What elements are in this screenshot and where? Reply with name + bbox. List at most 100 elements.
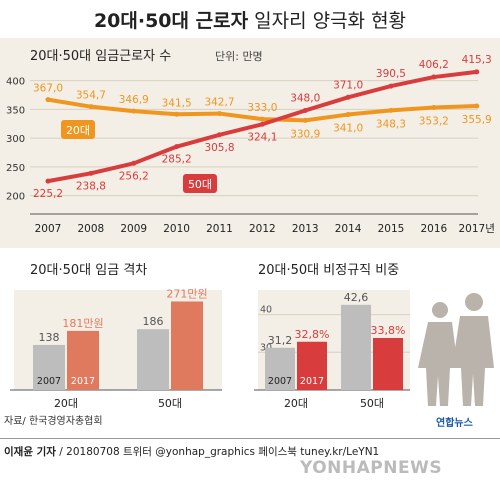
data-point	[259, 116, 265, 122]
x-tick-label: 2010	[163, 223, 190, 235]
line-chart-background	[0, 38, 500, 248]
category-label: 20대	[284, 397, 308, 408]
bar-2007	[265, 347, 295, 390]
y-tick-label: 400	[6, 77, 25, 88]
x-tick-label: 2009	[120, 223, 147, 235]
source-note: 자료/ 한국경영자총협회	[4, 416, 103, 427]
data-point	[431, 74, 437, 80]
line-chart-unit: 단위: 만명	[215, 50, 263, 63]
data-point	[474, 103, 480, 109]
data-label: 355,9	[462, 114, 492, 126]
data-label: 354,7	[76, 90, 106, 102]
y-tick-label: 250	[6, 163, 25, 174]
watermark: YONHAPNEWS	[300, 458, 443, 478]
x-tick-label: 2015	[378, 223, 405, 235]
category-label: 50대	[360, 397, 384, 408]
data-point	[131, 108, 137, 114]
category-label: 50대	[158, 397, 182, 408]
bar-2007	[33, 344, 65, 390]
x-tick-label: 2012	[249, 223, 276, 235]
bar-chart-nonregular: 20대·50대 비정규직 비중304031,2200732,8%201720대4…	[254, 263, 494, 408]
footer-divider	[0, 438, 500, 439]
yonhap-logo: 연합뉴스	[436, 418, 473, 429]
x-tick-label: 2008	[78, 223, 105, 235]
y-tick-label: 350	[6, 105, 25, 116]
bar-2007	[137, 329, 169, 390]
people-silhouette-icon	[418, 293, 494, 406]
data-point	[45, 178, 51, 184]
bar-value-label: 186	[143, 315, 164, 328]
series-year-label: 2017	[300, 376, 324, 387]
title-bold: 20대·50대 근로자	[93, 10, 249, 32]
data-point	[302, 117, 308, 123]
data-label: 238,8	[76, 180, 106, 192]
data-label: 333,0	[247, 102, 277, 114]
data-point	[131, 160, 137, 166]
credit-line: 이재윤 기자 / 20180708 트위터 @yonhap_graphics 페…	[4, 444, 379, 459]
bar-value-label: 271만원	[166, 287, 207, 300]
bar-chart-title: 20대·50대 임금 격차	[30, 263, 147, 278]
person-body	[418, 322, 458, 406]
bar-value-label: 33,8%	[371, 324, 406, 337]
x-tick-label: 2007	[35, 223, 62, 235]
data-label: 390,5	[376, 68, 406, 80]
series-year-label: 2017	[71, 376, 95, 387]
data-label: 285,2	[162, 154, 192, 166]
data-point	[216, 132, 222, 138]
line-chart-title: 20대·50대 임금근로자 수	[30, 49, 171, 64]
x-tick-label: 2014	[335, 223, 362, 235]
data-point	[388, 107, 394, 113]
data-point	[88, 170, 94, 176]
data-label: 341,0	[333, 123, 363, 135]
data-label: 415,3	[462, 54, 492, 66]
y-tick-label: 200	[6, 192, 25, 203]
x-tick-label: 2013	[292, 223, 319, 235]
data-label: 353,2	[419, 116, 449, 128]
data-label: 342,7	[204, 97, 234, 109]
data-label: 256,2	[119, 170, 149, 182]
page-title: 20대·50대 근로자 일자리 양극화 현황	[0, 6, 500, 33]
line-chart: 20대·50대 임금근로자 수 단위: 만명 200 250 300 350 400 2007…	[0, 38, 500, 248]
series-tag-box	[183, 174, 217, 193]
data-point	[259, 121, 265, 127]
data-point	[388, 83, 394, 89]
series-year-label: 2007	[268, 376, 292, 387]
bar-2007	[341, 304, 371, 390]
person-head	[465, 293, 483, 311]
x-tick-label: 2017년	[459, 223, 495, 235]
y-tick-label: 40	[260, 305, 272, 316]
data-label: 305,8	[204, 142, 234, 154]
title-normal: 일자리 양극화 현황	[248, 10, 407, 32]
x-tick-label: 2011	[206, 223, 233, 235]
data-point	[345, 94, 351, 100]
bar-2017	[171, 301, 203, 390]
bar-chart-title: 20대·50대 비정규직 비중	[258, 263, 399, 278]
bar-2017	[297, 341, 327, 390]
data-point	[302, 108, 308, 114]
data-label: 348,3	[376, 118, 406, 130]
bar-value-label: 138	[39, 331, 60, 344]
data-point	[88, 104, 94, 110]
data-point	[431, 105, 437, 111]
data-point	[216, 111, 222, 117]
data-point	[474, 69, 480, 75]
data-label: 348,0	[290, 93, 320, 105]
data-label: 225,2	[33, 188, 63, 200]
series-tag-label: 20대	[66, 124, 90, 137]
data-point	[345, 112, 351, 118]
person-body	[452, 316, 494, 406]
series-tag-label: 50대	[188, 178, 212, 191]
category-label: 20대	[54, 397, 78, 408]
data-point	[174, 111, 180, 117]
bar-value-label: 42,6	[344, 291, 369, 304]
credit-details: / 20180708 트위터 @yonhap_graphics 페이스북 tun…	[55, 446, 380, 458]
bar-2017	[373, 337, 403, 390]
x-tick-label: 2016	[420, 223, 447, 235]
y-tick-label: 300	[6, 134, 25, 145]
credit-author: 이재윤 기자	[4, 446, 56, 458]
data-label: 367,0	[33, 83, 63, 95]
person-head	[432, 302, 448, 318]
series-year-label: 2007	[37, 376, 61, 387]
bar-chart-wage-gap: 20대·50대 임금 격차 138 2007 181만원 2017 20대 186 271만원…	[10, 263, 222, 408]
